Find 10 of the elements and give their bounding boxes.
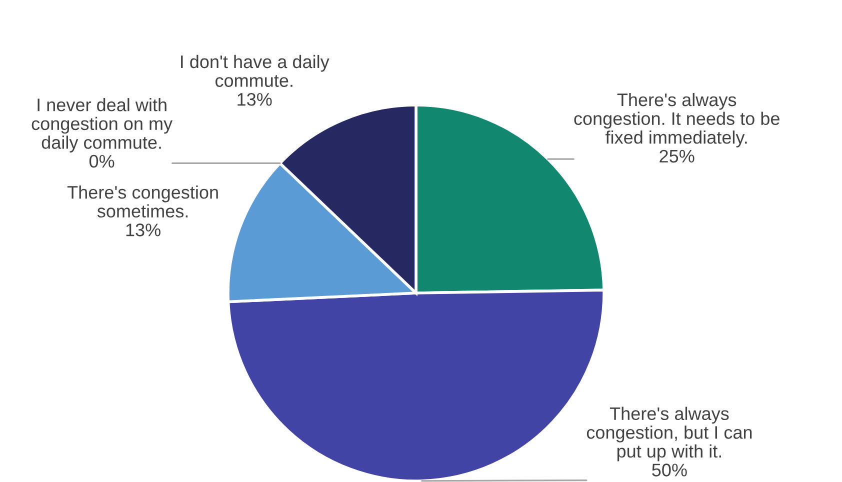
slice-label: There's congestion sometimes. [67, 185, 218, 218]
data-label: 50% [652, 464, 687, 476]
data-label: 25% [660, 150, 694, 163]
category-label: I never deal with congestion on my daily commute. [32, 98, 173, 152]
slice-label: There's always congestion, but I can put up with it. [586, 406, 752, 462]
data-label: 13% [238, 92, 272, 106]
slice-label: I don't have a daily commute. [181, 54, 330, 87]
data-label: 13% [126, 224, 160, 236]
slice-label: There's always congestion. It needs to be fixed immediately. [574, 92, 780, 148]
text: 0% [89, 154, 114, 168]
